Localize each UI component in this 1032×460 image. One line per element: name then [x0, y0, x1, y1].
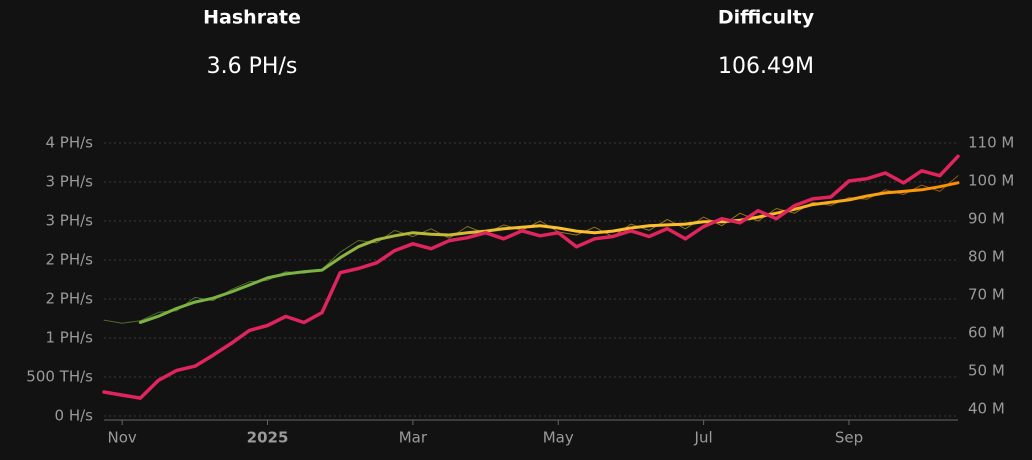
- y2-tick-label: 70 M: [968, 286, 1005, 304]
- stat-value: 3.6 PH/s: [207, 54, 298, 79]
- y2-tick-label: 90 M: [968, 210, 1005, 228]
- y2-tick-label: 50 M: [968, 362, 1005, 380]
- x-tick-label: Jul: [694, 429, 713, 447]
- y2-tick-label: 100 M: [968, 172, 1014, 190]
- y-tick-label: 0 H/s: [55, 407, 94, 425]
- x-tick-label: Sep: [835, 429, 863, 447]
- y2-tick-label: 40 M: [968, 400, 1005, 418]
- y2-tick-label: 80 M: [968, 248, 1005, 266]
- x-tick-label: Nov: [108, 429, 137, 447]
- y-tick-label: 1 PH/s: [45, 329, 93, 347]
- stat-label: Difficulty: [718, 7, 815, 29]
- stat-value: 106.49M: [718, 54, 814, 79]
- x-tick-label: Mar: [399, 429, 428, 447]
- x-tick-label: 2025: [247, 429, 289, 447]
- line: [102, 154, 960, 400]
- y-tick-label: 3 PH/s: [45, 212, 93, 230]
- y-tick-label: 4 PH/s: [45, 134, 93, 152]
- y2-tick-label: 60 M: [968, 324, 1005, 342]
- y-tick-label: 500 TH/s: [26, 368, 93, 386]
- stat-label: Hashrate: [203, 7, 301, 29]
- line: [138, 181, 960, 324]
- x-tick-label: May: [543, 429, 574, 447]
- y-tick-label: 3 PH/s: [45, 173, 93, 191]
- y2-tick-label: 110 M: [968, 134, 1014, 152]
- y-tick-label: 2 PH/s: [45, 290, 93, 308]
- y-tick-label: 2 PH/s: [45, 251, 93, 269]
